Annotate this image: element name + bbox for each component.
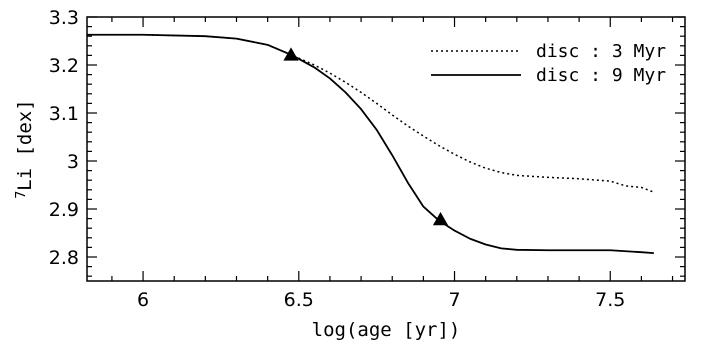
- y-axis-label: 7Li [dex]: [14, 99, 36, 198]
- y-tick-label: 3.1: [49, 103, 79, 125]
- y-axis-label-superscript: 7: [14, 191, 29, 199]
- series-layer: [87, 33, 655, 255]
- y-tick-label: 3.2: [49, 55, 79, 77]
- x-tick-label: 6: [137, 289, 149, 311]
- x-axis-ticks: [111, 17, 674, 281]
- y-tick-label: 2.8: [49, 247, 79, 269]
- y-axis-tick-labels: 2.8 2.9 3 3.1 3.2 3.3: [49, 7, 79, 269]
- triangle-marker: [432, 212, 449, 226]
- y-axis-label-main: Li [dex]: [14, 99, 36, 191]
- x-axis-label: log(age [yr]): [312, 319, 461, 341]
- x-tick-label: 7.5: [595, 289, 625, 311]
- legend-label-disc-9-myr: disc : 9 Myr: [536, 65, 666, 86]
- legend: disc : 3 Myr disc : 9 Myr: [431, 41, 666, 86]
- y-axis-ticks: [87, 16, 685, 277]
- y-tick-label: 3.3: [49, 7, 79, 29]
- y-axis-label-group: 7Li [dex]: [14, 99, 36, 198]
- y-tick-label: 3: [67, 151, 79, 173]
- x-tick-label: 7: [448, 289, 460, 311]
- plot-frame: [86, 16, 686, 282]
- x-axis-tick-labels: 6 6.5 7 7.5: [137, 289, 625, 311]
- marker-layer: [283, 47, 449, 226]
- legend-label-disc-3-myr: disc : 3 Myr: [536, 41, 666, 62]
- x-tick-label: 6.5: [284, 289, 314, 311]
- triangle-marker: [283, 47, 299, 61]
- y-tick-label: 2.9: [49, 199, 79, 221]
- series-line-disc-9-myr: [87, 33, 654, 255]
